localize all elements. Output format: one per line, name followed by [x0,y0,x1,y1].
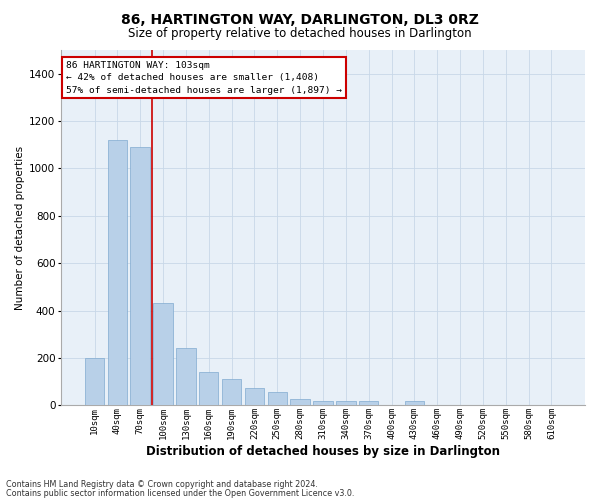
Text: 86 HARTINGTON WAY: 103sqm
← 42% of detached houses are smaller (1,408)
57% of se: 86 HARTINGTON WAY: 103sqm ← 42% of detac… [66,60,342,94]
Bar [199,372,218,406]
Bar [130,147,150,406]
Bar [268,392,287,406]
Bar [245,388,264,406]
Text: Contains HM Land Registry data © Crown copyright and database right 2024.: Contains HM Land Registry data © Crown c… [6,480,318,489]
Bar [222,379,241,406]
Y-axis label: Number of detached properties: Number of detached properties [15,146,25,310]
Bar [85,358,104,406]
Bar [176,348,196,406]
Bar [313,400,332,406]
X-axis label: Distribution of detached houses by size in Darlington: Distribution of detached houses by size … [146,444,500,458]
Bar [359,400,379,406]
Text: Size of property relative to detached houses in Darlington: Size of property relative to detached ho… [128,28,472,40]
Text: 86, HARTINGTON WAY, DARLINGTON, DL3 0RZ: 86, HARTINGTON WAY, DARLINGTON, DL3 0RZ [121,12,479,26]
Text: Contains public sector information licensed under the Open Government Licence v3: Contains public sector information licen… [6,489,355,498]
Bar [154,304,173,406]
Bar [107,140,127,406]
Bar [336,400,356,406]
Bar [290,400,310,406]
Bar [404,400,424,406]
